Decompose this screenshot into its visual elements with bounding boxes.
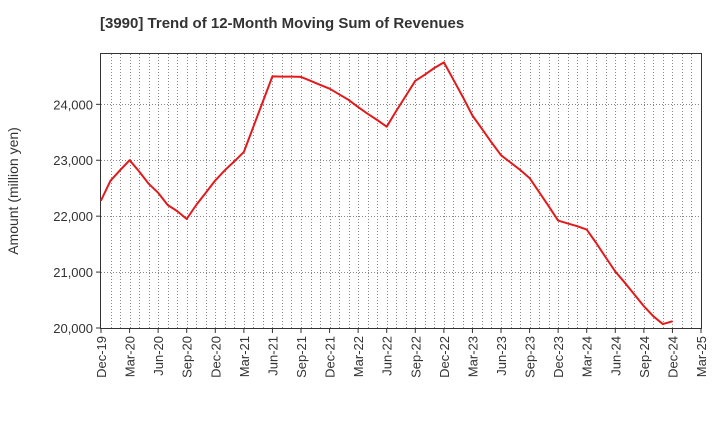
x-tick-label: Mar-20 <box>123 336 138 377</box>
data-point <box>471 114 473 117</box>
x-axis-ticks: Dec-19 Mar-20 Jun-20 Sep-20 Dec-20 Mar-21 Jun-… <box>94 328 709 378</box>
data-point <box>614 270 616 273</box>
x-tick-label: Jun-20 <box>151 336 166 376</box>
data-point <box>481 128 483 130</box>
x-tick-label: Jun-22 <box>380 336 395 376</box>
data-point <box>167 204 169 206</box>
data-point <box>300 76 302 78</box>
data-point <box>176 210 178 212</box>
y-tick-label: 22,000 <box>53 209 93 224</box>
x-tick-label: Mar-24 <box>580 336 595 377</box>
x-tick-label: Dec-24 <box>665 336 680 378</box>
data-point <box>224 169 226 171</box>
series-line <box>100 61 673 326</box>
data-point <box>138 170 140 172</box>
x-tick-label: Dec-21 <box>323 336 338 378</box>
data-point <box>443 61 445 64</box>
chart-title: [3990] Trend of 12-Month Moving Sum of R… <box>100 15 465 32</box>
y-axis-title: Amount (million yen) <box>5 127 21 255</box>
data-point <box>281 76 283 78</box>
data-point <box>148 183 150 185</box>
data-point <box>205 192 207 194</box>
x-tick-label: Mar-21 <box>237 336 252 377</box>
data-point <box>329 88 331 90</box>
y-tick-label: 21,000 <box>53 265 93 280</box>
data-point <box>529 177 531 179</box>
data-point <box>367 113 369 115</box>
data-point <box>433 67 435 69</box>
data-point <box>338 93 340 95</box>
data-point <box>109 180 112 182</box>
plot-frame <box>100 53 702 329</box>
data-point <box>586 229 588 231</box>
data-point <box>214 179 216 181</box>
data-point <box>671 320 674 322</box>
x-tick-label: Mar-23 <box>465 336 480 377</box>
data-point <box>290 76 293 78</box>
grid <box>101 54 701 329</box>
data-point <box>576 225 578 227</box>
data-point <box>643 305 645 307</box>
x-tick-label: Dec-19 <box>94 336 109 378</box>
x-tick-label: Sep-23 <box>523 336 538 378</box>
data-point <box>405 95 407 97</box>
data-point <box>652 315 655 317</box>
data-point <box>129 159 131 161</box>
y-tick-label: 23,000 <box>53 153 93 168</box>
data-point <box>452 79 454 81</box>
x-tick-label: Mar-25 <box>694 336 709 377</box>
y-axis-ticks: 20,000 21,000 22,000 23,000 24,000 <box>53 97 101 336</box>
data-point <box>567 222 569 224</box>
data-point <box>395 110 397 112</box>
data-point <box>386 126 388 128</box>
y-tick-label: 20,000 <box>53 321 93 336</box>
data-point <box>424 74 426 76</box>
x-tick-label: Sep-24 <box>637 336 652 378</box>
x-tick-label: Jun-24 <box>608 336 623 376</box>
x-tick-label: Dec-22 <box>437 336 452 378</box>
data-point <box>233 160 235 162</box>
series-layer <box>100 61 674 326</box>
data-point <box>538 191 540 193</box>
data-point <box>509 161 512 164</box>
data-point <box>243 151 245 153</box>
data-point <box>262 100 264 103</box>
x-tick-label: Jun-23 <box>494 336 509 376</box>
data-point <box>519 169 521 171</box>
data-point <box>319 84 321 86</box>
data-point <box>462 96 464 98</box>
y-tick-label: 24,000 <box>53 97 93 112</box>
x-tick-label: Mar-22 <box>351 336 366 377</box>
data-point <box>309 80 312 82</box>
data-point <box>357 106 359 108</box>
data-point <box>186 218 188 220</box>
data-point <box>500 154 502 156</box>
data-point <box>195 204 197 206</box>
data-point <box>557 220 559 222</box>
data-point <box>490 141 493 143</box>
data-point <box>376 119 378 121</box>
data-point <box>119 169 121 171</box>
x-tick-label: Sep-22 <box>408 336 423 378</box>
x-tick-label: Sep-20 <box>180 336 195 378</box>
data-point <box>157 192 159 194</box>
data-point <box>252 126 254 128</box>
data-point <box>414 80 416 82</box>
x-tick-label: Jun-21 <box>265 336 280 376</box>
data-point <box>100 199 102 202</box>
x-tick-label: Dec-23 <box>551 336 566 378</box>
x-tick-label: Sep-21 <box>294 336 309 378</box>
data-point <box>662 323 664 325</box>
data-point <box>271 75 273 77</box>
data-point <box>624 282 626 284</box>
data-point <box>348 99 350 101</box>
data-point <box>633 293 635 295</box>
data-point <box>548 205 550 207</box>
data-point <box>595 242 597 244</box>
data-point <box>605 256 607 259</box>
x-tick-label: Dec-20 <box>208 336 223 378</box>
